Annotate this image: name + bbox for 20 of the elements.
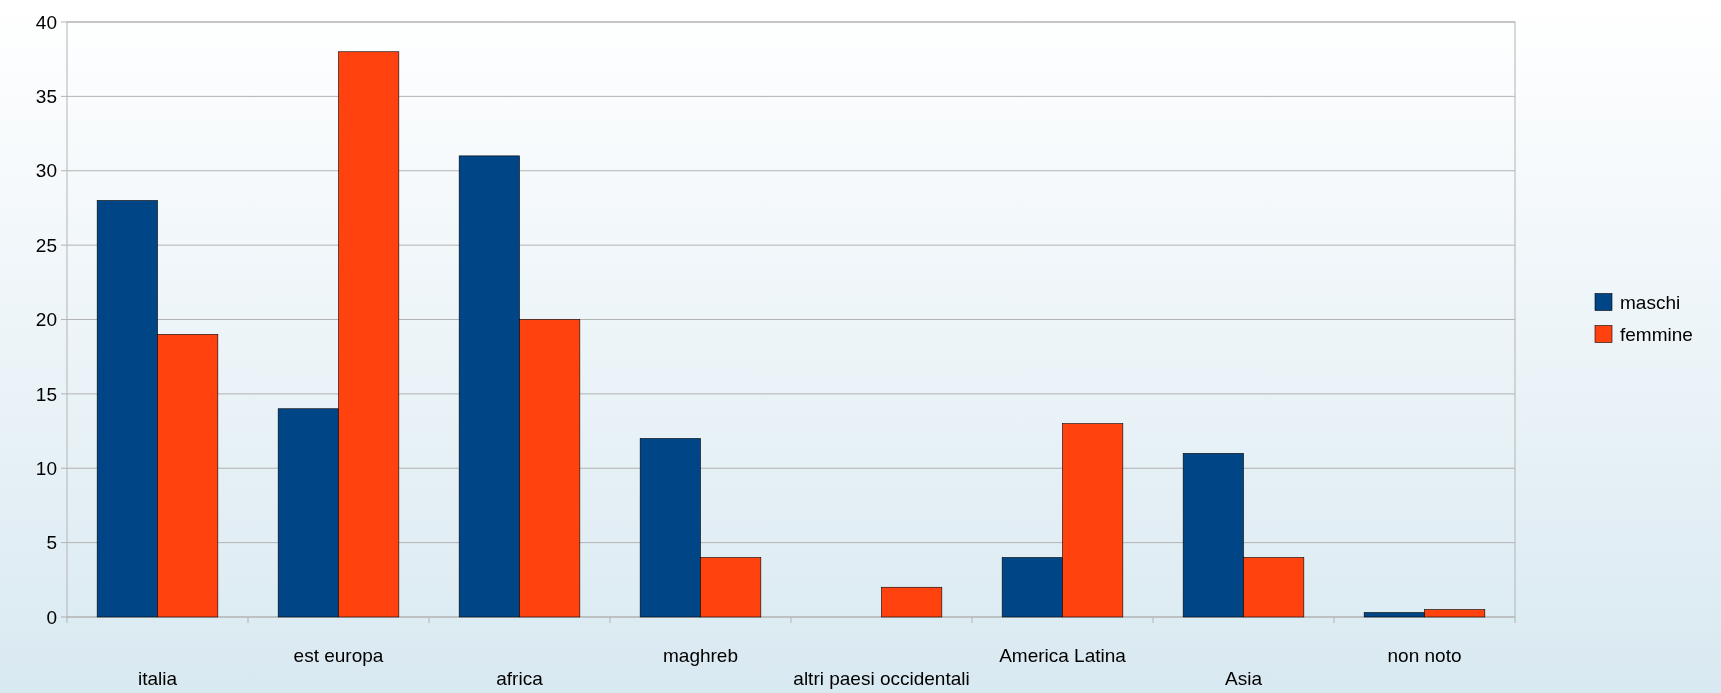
x-tick-label: est europa <box>293 645 384 666</box>
x-tick-label: africa <box>496 668 544 689</box>
y-tick-label: 15 <box>35 383 57 405</box>
x-tick-label: America Latina <box>999 645 1127 666</box>
legend-label: maschi <box>1620 292 1681 314</box>
x-tick-label: altri paesi occidentali <box>793 668 970 689</box>
bar <box>881 586 943 618</box>
y-tick-label: 40 <box>35 11 57 33</box>
x-tick-label: maghreb <box>663 645 738 666</box>
legend-label: femmine <box>1620 324 1693 346</box>
y-tick-label: 35 <box>35 86 57 108</box>
y-tick-label: 0 <box>46 606 57 628</box>
y-tick-label: 10 <box>35 457 57 479</box>
y-tick-label: 20 <box>35 309 57 331</box>
y-tick-label: 30 <box>35 160 57 182</box>
x-tick-label: italia <box>137 668 178 689</box>
x-tick-label: Asia <box>1225 668 1263 689</box>
x-tick-label: non noto <box>1387 645 1462 666</box>
y-tick-label: 5 <box>46 532 57 554</box>
y-tick-label: 25 <box>35 234 57 256</box>
